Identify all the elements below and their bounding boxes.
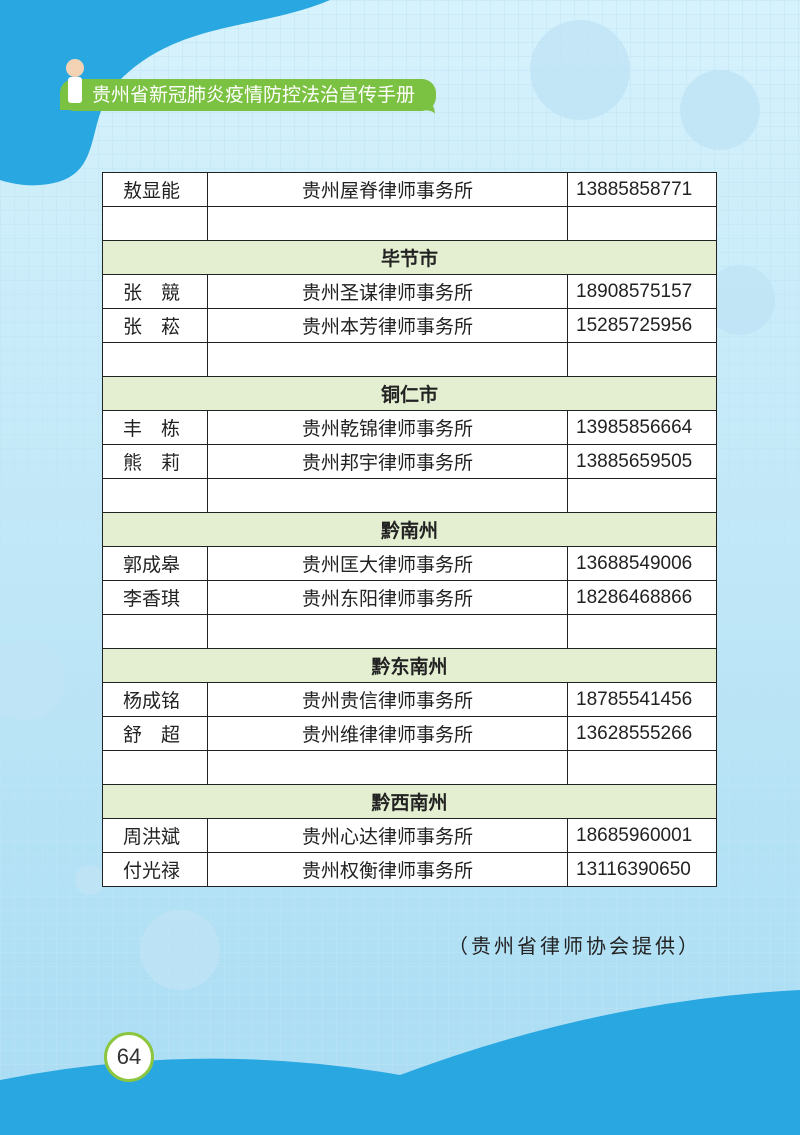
firm-cell: 贵州心达律师事务所	[207, 818, 568, 853]
firm-cell: 贵州本芳律师事务所	[207, 308, 568, 343]
phone-cell: 18908575157	[567, 274, 717, 309]
blank-row	[102, 342, 717, 377]
entry-row: 熊 莉贵州邦宇律师事务所 13885659505	[102, 444, 717, 479]
source-note: （贵州省律师协会提供）	[448, 934, 701, 958]
blank-cell	[567, 750, 717, 785]
name-cell: 舒 超	[102, 716, 208, 751]
phone-cell: 18286468866	[567, 580, 717, 615]
phone-cell: 18685960001	[567, 818, 717, 853]
region-row: 毕节市	[102, 240, 717, 275]
blank-cell	[567, 342, 717, 377]
region-cell: 黔西南州	[102, 784, 717, 819]
phone-cell: 13885858771	[567, 172, 717, 207]
name-cell: 丰 栋	[102, 410, 208, 445]
region-row: 铜仁市	[102, 376, 717, 411]
blank-cell	[207, 206, 568, 241]
blank-cell	[567, 206, 717, 241]
blank-cell	[102, 342, 208, 377]
name-cell: 周洪斌	[102, 818, 208, 853]
phone-cell: 13628555266	[567, 716, 717, 751]
entry-row: 杨成铭 贵州贵信律师事务所 18785541456	[102, 682, 717, 717]
region-cell: 黔南州	[102, 512, 717, 547]
region-row: 黔南州	[102, 512, 717, 547]
firm-cell: 贵州贵信律师事务所	[207, 682, 568, 717]
phone-cell: 13688549006	[567, 546, 717, 581]
entry-row: 敖显能 贵州屋脊律师事务所 13885858771	[102, 172, 717, 207]
entry-row: 郭成皋 贵州匡大律师事务所 13688549006	[102, 546, 717, 581]
blank-row	[102, 206, 717, 241]
phone-cell: 15285725956	[567, 308, 717, 343]
name-cell: 郭成皋	[102, 546, 208, 581]
blank-cell	[207, 750, 568, 785]
blank-row	[102, 478, 717, 513]
blank-cell	[207, 614, 568, 649]
entry-row: 李香琪 贵州东阳律师事务所 18286468866	[102, 580, 717, 615]
firm-cell: 贵州维律律师事务所	[207, 716, 568, 751]
firm-cell: 贵州屋脊律师事务所	[207, 172, 568, 207]
firm-cell: 贵州圣谋律师事务所	[207, 274, 568, 309]
phone-cell: 13985856664	[567, 410, 717, 445]
entry-row: 周洪斌 贵州心达律师事务所 18685960001	[102, 818, 717, 853]
lawyer-table: 敖显能 贵州屋脊律师事务所 13885858771 毕节市张 競贵州圣谋律师事务所 18…	[102, 172, 717, 887]
name-cell: 敖显能	[102, 172, 208, 207]
phone-cell: 13116390650	[567, 852, 717, 887]
blank-cell	[567, 614, 717, 649]
entry-row: 张 菘贵州本芳律师事务所 15285725956	[102, 308, 717, 343]
phone-cell: 13885659505	[567, 444, 717, 479]
blank-cell	[102, 206, 208, 241]
region-row: 黔西南州	[102, 784, 717, 819]
name-cell: 李香琪	[102, 580, 208, 615]
blank-cell	[567, 478, 717, 513]
entry-row: 张 競贵州圣谋律师事务所 18908575157	[102, 274, 717, 309]
name-cell: 杨成铭	[102, 682, 208, 717]
blank-row	[102, 750, 717, 785]
blank-cell	[102, 614, 208, 649]
firm-cell: 贵州匡大律师事务所	[207, 546, 568, 581]
name-cell: 张 菘	[102, 308, 208, 343]
entry-row: 舒 超贵州维律律师事务所 13628555266	[102, 716, 717, 751]
firm-cell: 贵州权衡律师事务所	[207, 852, 568, 887]
blank-cell	[102, 478, 208, 513]
header-title: 贵州省新冠肺炎疫情防控法治宣传手册	[92, 84, 416, 106]
region-cell: 黔东南州	[102, 648, 717, 683]
blank-cell	[102, 750, 208, 785]
name-cell: 张 競	[102, 274, 208, 309]
firm-cell: 贵州邦宇律师事务所	[207, 444, 568, 479]
page-number: 64	[104, 1032, 154, 1082]
entry-row: 丰 栋贵州乾锦律师事务所 13985856664	[102, 410, 717, 445]
blank-row	[102, 614, 717, 649]
region-row: 黔东南州	[102, 648, 717, 683]
name-cell: 熊 莉	[102, 444, 208, 479]
firm-cell: 贵州东阳律师事务所	[207, 580, 568, 615]
name-cell: 付光禄	[102, 852, 208, 887]
blank-cell	[207, 478, 568, 513]
region-cell: 铜仁市	[102, 376, 717, 411]
blank-cell	[207, 342, 568, 377]
region-cell: 毕节市	[102, 240, 717, 275]
firm-cell: 贵州乾锦律师事务所	[207, 410, 568, 445]
phone-cell: 18785541456	[567, 682, 717, 717]
entry-row: 付光禄 贵州权衡律师事务所 13116390650	[102, 852, 717, 887]
